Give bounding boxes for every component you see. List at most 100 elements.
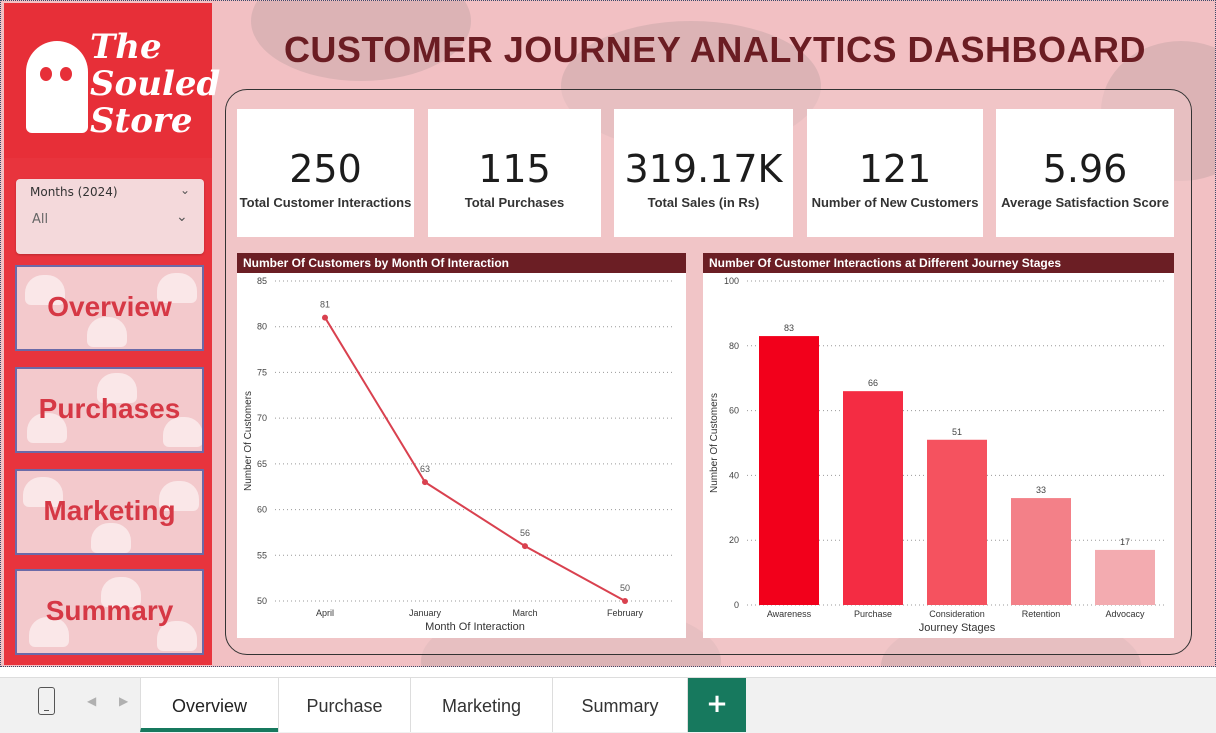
y-tick-label: 50 [257, 596, 267, 606]
y-tick-label: 60 [257, 505, 267, 515]
bar [843, 391, 903, 605]
y-tick-label: 40 [729, 470, 739, 480]
scroll-right-icon[interactable]: ▶ [119, 694, 129, 708]
series-line [324, 317, 626, 602]
x-axis-title: Journey Stages [919, 622, 996, 634]
logo-text: The Souled Store [90, 27, 221, 141]
y-tick-label: 20 [729, 535, 739, 545]
tab-purchase[interactable]: Purchase [278, 678, 410, 732]
data-point [422, 479, 428, 486]
add-page-button[interactable]: + [688, 678, 746, 732]
bar [1095, 549, 1155, 605]
y-tick-label: 55 [257, 550, 267, 560]
ghost-pattern-icon [159, 481, 199, 511]
x-tick-label: Purchase [854, 609, 892, 619]
nav-label: Marketing [43, 495, 176, 526]
data-label: 51 [952, 427, 962, 437]
kpi-card-purchases[interactable]: 115 Total Purchases [428, 109, 601, 237]
kpi-card-new-customers[interactable]: 121 Number of New Customers [807, 109, 983, 237]
months-slicer[interactable]: Months (2024) ⌄ All ⌄ [16, 179, 204, 254]
kpi-value: 250 [289, 147, 362, 191]
kpi-card-satisfaction[interactable]: 5.96 Average Satisfaction Score [996, 109, 1174, 237]
data-label: 63 [420, 464, 430, 474]
x-tick-label: Retention [1022, 609, 1061, 619]
mobile-layout-icon[interactable] [38, 687, 55, 715]
y-tick-label: 80 [729, 341, 739, 351]
ghost-pattern-icon [163, 417, 202, 447]
nav-overview-button[interactable]: Overview [15, 265, 204, 351]
nav-purchases-button[interactable]: Purchases [15, 367, 204, 453]
kpi-value: 121 [858, 147, 932, 191]
ghost-pattern-icon [97, 373, 137, 403]
y-tick-label: 0 [734, 600, 739, 610]
bar [759, 336, 819, 605]
line-chart[interactable]: 50 55 60 65 70 75 80 85 81 63 56 50 April January Marc… [237, 273, 686, 638]
slicer-title: Months (2024) [30, 185, 118, 199]
y-tick-label: 60 [729, 406, 739, 416]
dropdown-chevron-icon[interactable]: ⌄ [176, 209, 188, 225]
y-tick-label: 65 [257, 459, 267, 469]
data-point [522, 543, 528, 550]
line-chart-card[interactable]: Number Of Customers by Month Of Interact… [237, 253, 686, 638]
x-tick-label: Awareness [767, 609, 812, 619]
nav-label: Overview [47, 291, 172, 322]
ghost-pattern-icon [25, 275, 65, 305]
ghost-pattern-icon [157, 621, 197, 651]
chart-title: Number Of Customer Interactions at Diffe… [703, 253, 1174, 273]
x-tick-label: April [316, 608, 334, 618]
bar-chart[interactable]: 0 20 40 60 80 100 83 Awareness 66 Purchase 51 Consi… [703, 273, 1174, 638]
y-tick-label: 80 [257, 322, 267, 332]
x-tick-label: Advocacy [1105, 609, 1145, 619]
y-axis-title: Number Of Customers [709, 393, 720, 493]
ghost-pattern-icon [91, 523, 131, 553]
y-tick-label: 100 [724, 276, 739, 286]
nav-label: Summary [45, 595, 174, 626]
y-axis-title: Number Of Customers [243, 391, 254, 491]
tab-marketing[interactable]: Marketing [410, 678, 552, 732]
bar [927, 439, 987, 605]
tab-overview[interactable]: Overview [140, 678, 278, 732]
x-tick-label: Consideration [929, 609, 985, 619]
ghost-pattern-icon [23, 477, 63, 507]
slicer-value[interactable]: All [32, 212, 49, 227]
data-label: 83 [784, 323, 794, 333]
y-tick-label: 75 [257, 367, 267, 377]
ghost-eye [60, 67, 72, 81]
collapse-chevron-icon[interactable]: ⌄ [180, 183, 191, 197]
page-title: CUSTOMER JOURNEY ANALYTICS DASHBOARD [283, 29, 1147, 70]
data-label: 66 [868, 378, 878, 388]
tab-summary[interactable]: Summary [552, 678, 688, 732]
report-canvas: The Souled Store Months (2024) ⌄ All ⌄ O… [0, 0, 1216, 667]
x-tick-label: March [512, 608, 537, 618]
kpi-label: Average Satisfaction Score [1001, 195, 1169, 210]
ghost-pattern-icon [29, 617, 69, 647]
ghost-pattern-icon [27, 413, 67, 443]
page-tab-bar: ◀ ▶ Overview Purchase Marketing Summary … [0, 677, 1216, 733]
ghost-eye [40, 67, 52, 81]
kpi-card-sales[interactable]: 319.17K Total Sales (in Rs) [614, 109, 793, 237]
sidebar: The Souled Store Months (2024) ⌄ All ⌄ O… [4, 3, 221, 665]
kpi-label: Total Customer Interactions [239, 195, 412, 210]
scroll-left-icon[interactable]: ◀ [87, 694, 97, 708]
data-point [622, 598, 628, 604]
y-tick-label: 85 [257, 276, 267, 286]
kpi-label: Total Purchases [464, 195, 565, 210]
nav-summary-button[interactable]: Summary [15, 569, 204, 655]
data-label: 81 [320, 300, 330, 310]
bar-chart-card[interactable]: Number Of Customer Interactions at Diffe… [703, 253, 1174, 638]
kpi-value: 319.17K [624, 147, 783, 191]
kpi-label: Total Sales (in Rs) [647, 195, 760, 210]
kpi-value: 5.96 [1042, 147, 1128, 191]
x-tick-label: January [409, 608, 442, 618]
kpi-card-interactions[interactable]: 250 Total Customer Interactions [237, 109, 414, 237]
nav-label: Purchases [38, 393, 181, 424]
kpi-label: Number of New Customers [811, 195, 979, 210]
x-axis-title: Month Of Interaction [425, 621, 525, 633]
nav-marketing-button[interactable]: Marketing [15, 469, 204, 555]
data-label: 17 [1120, 537, 1130, 547]
data-label: 56 [520, 528, 530, 538]
ghost-pattern-icon [101, 577, 141, 607]
ghost-pattern-icon [157, 273, 197, 303]
kpi-value: 115 [478, 147, 551, 191]
data-label: 33 [1036, 485, 1046, 495]
